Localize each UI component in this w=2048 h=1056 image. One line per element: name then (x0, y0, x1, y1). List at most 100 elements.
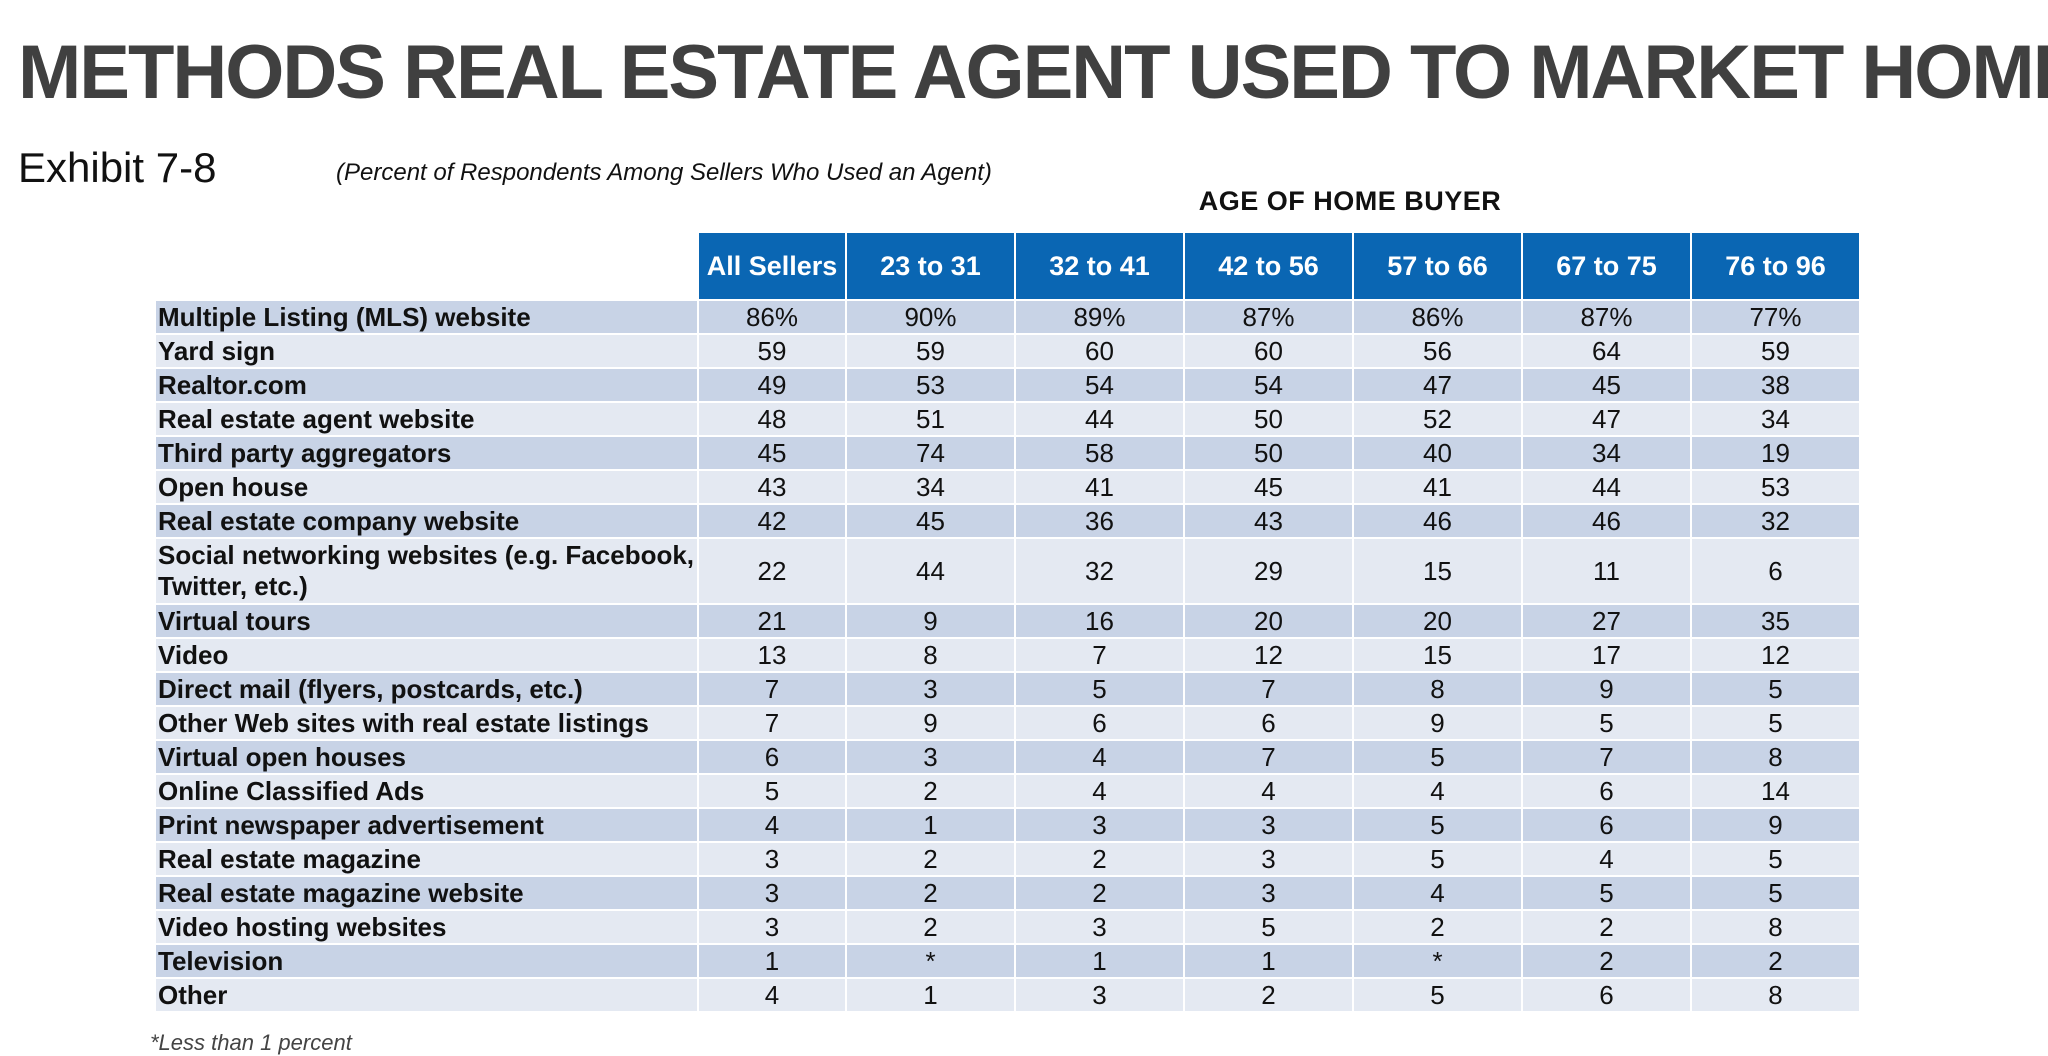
table-cell: 47 (1353, 368, 1523, 403)
table-cell: 5 (1691, 876, 1861, 911)
table-row: Real estate agent website 48 51 44 50 52 47 34 (156, 402, 1861, 437)
table-cell: 8 (1691, 910, 1861, 945)
table-cell: 7 (1522, 740, 1692, 775)
table-cell: 3 (846, 740, 1016, 775)
table-cell: 20 (1353, 604, 1523, 639)
table-cell: 9 (1691, 808, 1861, 843)
row-label: Multiple Listing (MLS) website (156, 300, 699, 335)
table-cell: 32 (1015, 538, 1185, 605)
table-cell: 9 (1353, 706, 1523, 741)
table-cell: 49 (698, 368, 847, 403)
column-header: All Sellers (698, 233, 847, 301)
row-label: Real estate company website (156, 504, 699, 539)
table-cell: 3 (1015, 808, 1185, 843)
table-row: Other 4 1 3 2 5 6 8 (156, 978, 1861, 1013)
table-cell: 3 (1015, 978, 1185, 1013)
row-label: Online Classified Ads (156, 774, 699, 809)
footnote: *Less than 1 percent (150, 1030, 352, 1055)
table-cell: 2 (1015, 876, 1185, 911)
table-cell: 3 (698, 842, 847, 877)
table-cell: 4 (1353, 876, 1523, 911)
table-row: Yard sign 59 59 60 60 56 64 59 (156, 334, 1861, 369)
row-label: Television (156, 944, 699, 979)
table-cell: 21 (698, 604, 847, 639)
table-cell: 46 (1522, 504, 1692, 539)
table-cell: 16 (1015, 604, 1185, 639)
table-cell: 3 (698, 876, 847, 911)
row-label: Other Web sites with real estate listing… (156, 706, 699, 741)
table-cell: 5 (1353, 740, 1523, 775)
row-label: Print newspaper advertisement (156, 808, 699, 843)
table-cell: 7 (1184, 672, 1354, 707)
table-cell: 3 (846, 672, 1016, 707)
table-cell: 6 (1184, 706, 1354, 741)
table-cell: 9 (1522, 672, 1692, 707)
table-row: Other Web sites with real estate listing… (156, 706, 1861, 741)
table-cell: 2 (1691, 944, 1861, 979)
table-cell: 4 (1522, 842, 1692, 877)
table-cell: 56 (1353, 334, 1523, 369)
table-cell: 59 (698, 334, 847, 369)
table-cell: 86% (698, 300, 847, 335)
table-cell: 43 (698, 470, 847, 505)
header-row: All Sellers 23 to 31 32 to 41 42 to 56 5… (156, 233, 1861, 301)
table-cell: 35 (1691, 604, 1861, 639)
table-cell: 5 (1353, 978, 1523, 1013)
table-cell: 43 (1184, 504, 1354, 539)
table-row: Realtor.com 49 53 54 54 47 45 38 (156, 368, 1861, 403)
table-cell: 3 (698, 910, 847, 945)
table-cell: 40 (1353, 436, 1523, 471)
table-cell: 8 (846, 638, 1016, 673)
table-cell: 3 (1015, 910, 1185, 945)
table-cell: 60 (1184, 334, 1354, 369)
table-cell: 5 (698, 774, 847, 809)
table-cell: 59 (1691, 334, 1861, 369)
row-label: Video (156, 638, 699, 673)
table-subtitle: (Percent of Respondents Among Sellers Wh… (336, 159, 992, 186)
table-cell: 2 (1353, 910, 1523, 945)
row-label: Virtual tours (156, 604, 699, 639)
table-cell: 1 (1184, 944, 1354, 979)
table-cell: 34 (1522, 436, 1692, 471)
table-row: Real estate company website 42 45 36 43 46 46 3… (156, 504, 1861, 539)
table-cell: 45 (698, 436, 847, 471)
table-cell: * (846, 944, 1016, 979)
table-cell: 3 (1184, 842, 1354, 877)
table-cell: 38 (1691, 368, 1861, 403)
table-cell: 45 (1522, 368, 1692, 403)
exhibit-label: Exhibit 7-8 (18, 144, 217, 191)
table-cell: 5 (1353, 808, 1523, 843)
row-label: Yard sign (156, 334, 699, 369)
table-cell: 5 (1691, 842, 1861, 877)
table-cell: 6 (1522, 808, 1692, 843)
row-label: Direct mail (flyers, postcards, etc.) (156, 672, 699, 707)
table-cell: 14 (1691, 774, 1861, 809)
table-cell: 58 (1015, 436, 1185, 471)
table-cell: 19 (1691, 436, 1861, 471)
row-label: Virtual open houses (156, 740, 699, 775)
table-row: Virtual tours 21 9 16 20 20 27 35 (156, 604, 1861, 639)
table-cell: 2 (846, 876, 1016, 911)
row-label: Realtor.com (156, 368, 699, 403)
table-cell: 11 (1522, 538, 1692, 605)
table-cell: 64 (1522, 334, 1692, 369)
table-cell: 5 (1691, 672, 1861, 707)
table-cell: 6 (1522, 978, 1692, 1013)
header-blank-cell (156, 233, 699, 301)
row-label: Other (156, 978, 699, 1013)
table-cell: 87% (1184, 300, 1354, 335)
table-cell: 47 (1522, 402, 1692, 437)
table-cell: 45 (846, 504, 1016, 539)
table-cell: * (1353, 944, 1523, 979)
table-cell: 60 (1015, 334, 1185, 369)
table-row: Print newspaper advertisement 4 1 3 3 5 6 9 (156, 808, 1861, 843)
table-cell: 2 (846, 842, 1016, 877)
table-cell: 4 (1015, 740, 1185, 775)
table-cell: 87% (1522, 300, 1692, 335)
row-label: Real estate agent website (156, 402, 699, 437)
table-cell: 2 (1522, 910, 1692, 945)
table-cell: 42 (698, 504, 847, 539)
table-cell: 12 (1184, 638, 1354, 673)
table-cell: 20 (1184, 604, 1354, 639)
